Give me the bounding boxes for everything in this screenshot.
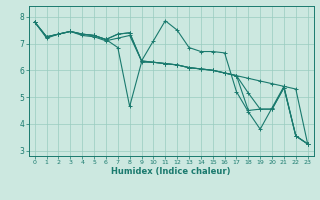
X-axis label: Humidex (Indice chaleur): Humidex (Indice chaleur) — [111, 167, 231, 176]
